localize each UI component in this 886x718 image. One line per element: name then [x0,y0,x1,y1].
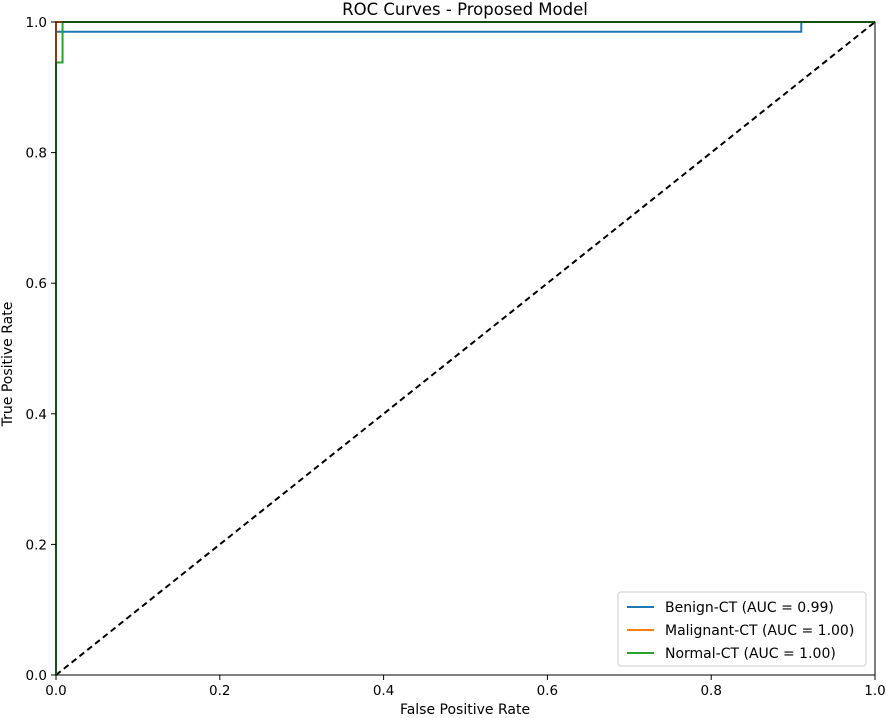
y-tick-label: 1.0 [26,15,47,31]
x-tick-label: 0.0 [45,683,66,699]
legend-label-normal-ct: Normal-CT (AUC = 1.00) [665,646,836,662]
y-tick-label: 0.6 [26,276,47,292]
legend-label-malignant-ct: Malignant-CT (AUC = 1.00) [665,623,854,639]
axis-ticks: 0.0 0.2 0.4 0.6 0.8 1.0 0.0 0.2 0.4 0.6 0.8 1.0 [26,15,886,699]
plot-area [55,21,876,676]
legend-box [617,591,867,667]
chance-diagonal-line [55,21,876,676]
y-tick-label: 0.0 [26,668,47,684]
legend-label-benign-ct: Benign-CT (AUC = 0.99) [665,600,834,616]
x-tick-label: 0.2 [209,683,230,699]
y-tick-label: 0.8 [26,146,47,162]
chart-title: ROC Curves - Proposed Model [342,0,588,19]
x-axis-label: False Positive Rate [400,702,530,718]
x-tick-label: 0.8 [700,683,721,699]
x-tick-label: 0.4 [373,683,394,699]
plot-frame [55,21,876,676]
y-tick-label: 0.4 [26,407,47,423]
y-axis-label: True Positive Rate [0,302,16,428]
x-tick-label: 1.0 [864,683,885,699]
x-tick-label: 0.6 [537,683,558,699]
legend: Benign-CT (AUC = 0.99) Malignant-CT (AUC … [617,591,867,667]
y-tick-label: 0.2 [26,537,47,553]
